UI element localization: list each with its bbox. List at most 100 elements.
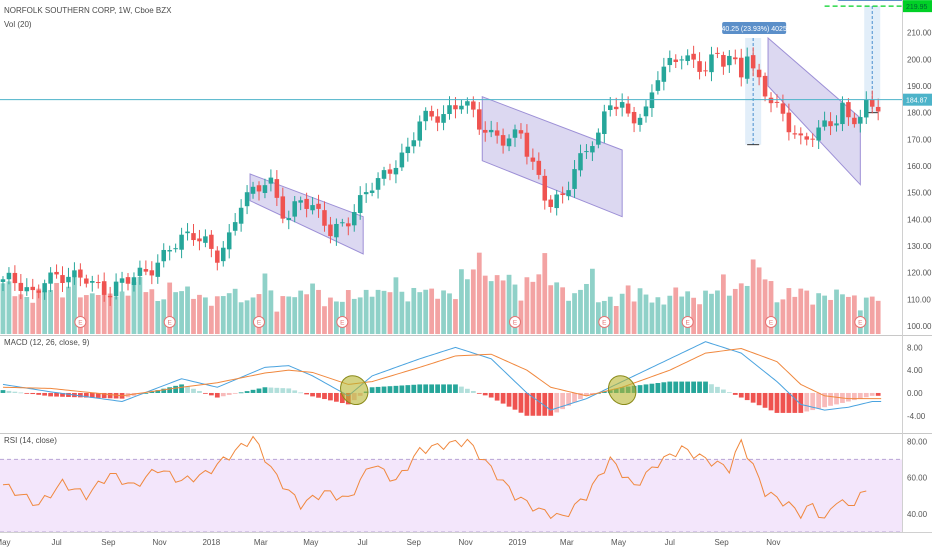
candle-body bbox=[393, 167, 399, 175]
candle-body bbox=[709, 54, 714, 73]
macd-line bbox=[2, 341, 882, 411]
earnings-marker-label: E bbox=[685, 320, 690, 327]
earnings-marker bbox=[854, 316, 867, 328]
volume-bar bbox=[810, 304, 816, 334]
volume-bar bbox=[36, 288, 42, 334]
macd-histogram-bar bbox=[286, 388, 292, 393]
volume-bar bbox=[405, 301, 411, 334]
macd-histogram-bar bbox=[732, 392, 738, 395]
earnings-marker-label: E bbox=[168, 320, 173, 327]
candle-body bbox=[721, 55, 726, 67]
candle-body bbox=[375, 178, 381, 190]
candle-body bbox=[346, 223, 351, 227]
time-axis-tick: Sep bbox=[407, 538, 422, 547]
macd-histogram-bar bbox=[30, 392, 36, 395]
candle-body bbox=[405, 146, 411, 154]
volume-bar bbox=[429, 288, 435, 334]
time-axis-tick: Mar bbox=[560, 538, 574, 547]
measure-label: 40.25 (23.93%) 4025 bbox=[721, 26, 786, 33]
candle-body bbox=[262, 185, 268, 193]
earnings-marker bbox=[163, 316, 176, 328]
macd-histogram-bar bbox=[441, 384, 446, 393]
candle-body bbox=[661, 66, 667, 82]
price-axis-tick: 210.00 bbox=[907, 29, 932, 38]
candle-body bbox=[471, 101, 476, 110]
candle-body bbox=[453, 105, 458, 110]
volume-bar bbox=[12, 296, 18, 334]
macd-histogram-bar bbox=[12, 391, 18, 393]
volume-bar bbox=[607, 296, 613, 334]
candle-body bbox=[435, 116, 440, 123]
candle-body bbox=[209, 234, 214, 249]
candle-body bbox=[715, 52, 720, 54]
earnings-marker-label: E bbox=[340, 320, 345, 327]
volume-bar bbox=[518, 300, 524, 334]
candle-body bbox=[548, 199, 553, 207]
macd-histogram-bar bbox=[339, 392, 345, 404]
candle-body bbox=[852, 117, 857, 125]
macd-histogram-bar bbox=[185, 386, 190, 393]
candle-body bbox=[673, 59, 679, 62]
candle-body bbox=[750, 55, 756, 69]
volume-bar bbox=[780, 299, 786, 334]
time-axis-tick: 2018 bbox=[202, 538, 220, 547]
candle-body bbox=[578, 153, 583, 171]
macd-histogram-bar bbox=[214, 392, 220, 398]
candle-body bbox=[798, 133, 804, 136]
time-axis-tick: May bbox=[0, 538, 11, 547]
macd-histogram-bar bbox=[274, 387, 280, 393]
price-axis-tick: 140.00 bbox=[907, 215, 932, 224]
candle-body bbox=[631, 111, 637, 124]
macd-histogram-bar bbox=[679, 381, 685, 393]
volume-bar bbox=[459, 269, 464, 334]
time-axis-tick: 2019 bbox=[508, 538, 526, 547]
macd-histogram-bar bbox=[155, 390, 161, 393]
volume-bar bbox=[155, 300, 161, 334]
candle-body bbox=[512, 129, 518, 138]
volume-bar bbox=[590, 268, 595, 334]
volume-bar bbox=[322, 306, 327, 334]
macd-histogram-bar bbox=[0, 390, 6, 393]
volume-bar bbox=[304, 294, 309, 334]
macd-histogram-bar bbox=[869, 392, 875, 396]
volume-bar bbox=[572, 293, 577, 334]
candle-body bbox=[417, 121, 422, 141]
price-axis-tick: 130.00 bbox=[907, 242, 932, 251]
macd-histogram-bar bbox=[649, 383, 655, 393]
macd-histogram-bar bbox=[542, 392, 548, 416]
price-pane[interactable]: 40.25 (23.93%) 402540.25 (22.40%) 4025EE… bbox=[0, 0, 932, 334]
volume-bar bbox=[738, 283, 744, 334]
candle-body bbox=[804, 136, 809, 140]
macd-histogram-bar bbox=[857, 392, 863, 399]
volume-bar bbox=[732, 288, 738, 334]
volume-bar bbox=[554, 282, 560, 334]
candle-body bbox=[441, 114, 446, 123]
rsi-pane[interactable]: 80.00 60.00 40.00 bbox=[0, 435, 928, 533]
volume-bar bbox=[685, 291, 691, 334]
macd-histogram-bar bbox=[816, 392, 822, 409]
candle-body bbox=[268, 177, 274, 184]
candle-body bbox=[619, 102, 625, 108]
candle-body bbox=[643, 106, 649, 117]
candle-body bbox=[161, 249, 166, 262]
volume-bar bbox=[357, 297, 363, 334]
macd-histogram-bar bbox=[405, 385, 411, 393]
earnings-marker-label: E bbox=[257, 320, 262, 327]
volume-bar bbox=[661, 304, 667, 334]
price-axis-border bbox=[902, 0, 903, 532]
rsi-axis-tick: 60.00 bbox=[907, 474, 928, 483]
volume-bar bbox=[566, 300, 571, 334]
earnings-marker-label: E bbox=[858, 320, 863, 327]
macd-histogram-bar bbox=[89, 392, 95, 398]
candle-body bbox=[48, 272, 53, 284]
volume-bar bbox=[417, 292, 423, 334]
macd-pane[interactable]: 8.00 4.00 0.00 -4.00 bbox=[0, 341, 926, 421]
price-axis-tick: 110.00 bbox=[907, 295, 931, 304]
volume-bar bbox=[387, 292, 393, 334]
measure-label-box bbox=[722, 22, 787, 34]
volume-bar bbox=[244, 300, 250, 334]
macd-histogram-bar bbox=[149, 391, 155, 393]
candle-body bbox=[459, 105, 464, 110]
volume-bar bbox=[584, 283, 589, 334]
